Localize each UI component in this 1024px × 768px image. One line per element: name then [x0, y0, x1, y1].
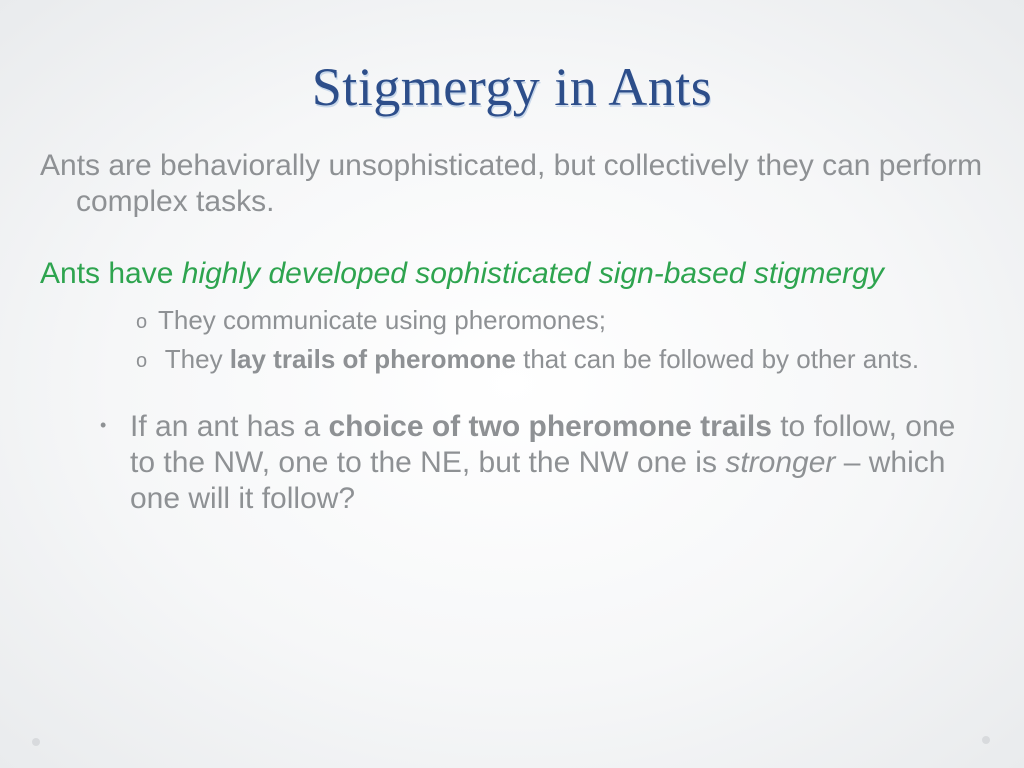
sub-bullet-2-pre: They	[165, 344, 230, 374]
sub-bullet-2-post: that can be followed by other ants.	[516, 344, 919, 374]
sub-bullet-2-bold: lay trails of pheromone	[230, 344, 516, 374]
sub-bullet-list: They communicate using pheromones; They …	[130, 304, 984, 375]
sub-bullet-2: They lay trails of pheromone that can be…	[130, 343, 984, 376]
highlighted-statement: Ants have highly developed sophisticated…	[40, 256, 984, 292]
slide: Stigmergy in Ants Ants are behaviorally …	[0, 0, 1024, 768]
decor-dot-icon	[32, 738, 40, 746]
highlighted-statement-plain: Ants have	[40, 257, 182, 290]
slide-body: Ants are behaviorally unsophisticated, b…	[40, 148, 984, 517]
intro-paragraph: Ants are behaviorally unsophisticated, b…	[40, 148, 984, 220]
question-bullet: If an ant has a choice of two pheromone …	[100, 409, 984, 517]
sub-bullet-1: They communicate using pheromones;	[130, 304, 984, 337]
question-bold: choice of two pheromone trails	[328, 410, 771, 443]
question-italic: stronger	[725, 446, 835, 479]
decor-dot-icon	[982, 736, 990, 744]
question-pre: If an ant has a	[130, 410, 328, 443]
highlighted-statement-italic: highly developed sophisticated sign-base…	[182, 257, 884, 290]
slide-title: Stigmergy in Ants	[40, 56, 984, 118]
main-bullet-list: If an ant has a choice of two pheromone …	[100, 409, 984, 517]
